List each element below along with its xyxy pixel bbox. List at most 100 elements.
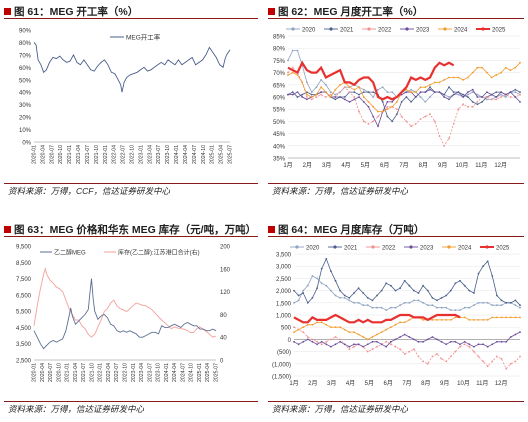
point-2024: [471, 71, 474, 74]
point-2021: [310, 93, 313, 96]
point-2023: [301, 96, 304, 98]
point-2021: [376, 294, 378, 297]
point-2023: [348, 345, 351, 348]
point-2020: [448, 96, 450, 98]
point-2024: [302, 326, 305, 329]
point-2022: [306, 96, 308, 98]
point-2022: [408, 350, 411, 353]
y-tick-label: 70%: [19, 53, 32, 59]
point-2024: [468, 319, 471, 321]
point-2023: [334, 96, 337, 98]
point-2023: [462, 96, 465, 98]
y-tick-label: 75%: [273, 59, 286, 65]
point-2024: [353, 331, 355, 333]
legend-label: 2022: [382, 245, 396, 251]
point-2021: [396, 113, 398, 115]
point-2023: [422, 340, 424, 343]
point-2021: [353, 91, 356, 93]
point-2020: [325, 83, 327, 86]
point-2020: [311, 275, 314, 277]
legend-label: 2024: [458, 245, 472, 251]
point-2022: [468, 345, 471, 348]
panel-title-text: 图 62：MEG 月度开工率（%）: [278, 6, 424, 18]
y-tick-label-right: 160: [220, 267, 231, 273]
point-2021: [495, 91, 498, 93]
point-2024: [391, 105, 394, 108]
point-2023: [481, 96, 483, 98]
point-2024: [320, 321, 323, 324]
point-2024: [408, 319, 411, 321]
point-2023: [391, 101, 394, 103]
point-2022: [457, 108, 460, 111]
point-2024: [325, 91, 327, 93]
point-2022: [509, 362, 512, 365]
panel-title: 图 61：MEG 开工率（%）: [4, 4, 138, 19]
point-2024: [396, 101, 398, 103]
point-2022: [291, 66, 294, 69]
point-2020: [504, 96, 507, 98]
point-2024: [462, 79, 465, 81]
point-2021: [330, 270, 332, 272]
point-2022: [358, 110, 360, 113]
point-2022: [467, 105, 469, 108]
title-square-icon: [4, 225, 11, 233]
x-tick-label: 2020-04: [40, 145, 46, 164]
point-2021: [391, 120, 394, 123]
point-2024: [381, 110, 384, 113]
x-tick-label: 8月: [421, 380, 430, 387]
point-2022: [505, 367, 508, 370]
legend-label: 2023: [416, 27, 430, 33]
point-2024: [293, 331, 295, 333]
point-2023: [372, 115, 375, 118]
point-2020: [500, 304, 503, 307]
point-2023: [376, 340, 378, 343]
point-2024: [343, 328, 346, 331]
legend-marker: [447, 245, 451, 249]
point-2020: [486, 301, 489, 304]
point-2022: [482, 360, 484, 363]
point-2022: [320, 93, 322, 96]
point-2024: [463, 316, 466, 319]
point-2020: [440, 306, 443, 309]
x-tick-label: 2024-04: [172, 363, 178, 382]
point-2022: [316, 340, 318, 343]
y-tick-label: 60%: [19, 66, 32, 72]
point-2021: [491, 275, 494, 277]
point-2022: [473, 350, 475, 353]
point-2022: [463, 343, 466, 346]
point-2022: [500, 96, 502, 98]
point-2023: [405, 91, 408, 93]
point-2023: [362, 101, 365, 103]
point-2024: [357, 333, 360, 336]
point-2023: [316, 343, 318, 346]
point-2021: [357, 287, 360, 290]
x-tick-label: 2021-01: [65, 363, 71, 382]
point-2024: [376, 333, 378, 336]
point-2024: [306, 323, 309, 326]
y-tick-label-left: 2,500: [16, 359, 32, 365]
x-tick-label: 2023-01: [131, 363, 137, 382]
point-2024: [297, 328, 300, 331]
point-2022: [334, 336, 337, 338]
legend-label: 2021: [340, 27, 354, 33]
point-2023: [443, 96, 446, 98]
legend-marker: [295, 245, 299, 249]
x-tick-label: 2020-10: [58, 145, 64, 164]
point-2023: [440, 340, 443, 343]
point-2023: [463, 340, 466, 343]
point-2022: [405, 120, 408, 123]
y-tick-label-left: 8,500: [16, 261, 32, 267]
point-2022: [330, 338, 332, 341]
point-2021: [440, 297, 443, 299]
point-2022: [440, 358, 443, 360]
point-2020: [376, 306, 378, 309]
point-2023: [362, 345, 365, 348]
point-2024: [443, 79, 446, 81]
point-2020: [287, 59, 289, 62]
point-2023: [320, 340, 323, 343]
point-2021: [353, 292, 355, 294]
point-2022: [433, 120, 436, 123]
point-2024: [509, 69, 512, 72]
point-2021: [343, 96, 346, 98]
point-2023: [399, 336, 401, 338]
